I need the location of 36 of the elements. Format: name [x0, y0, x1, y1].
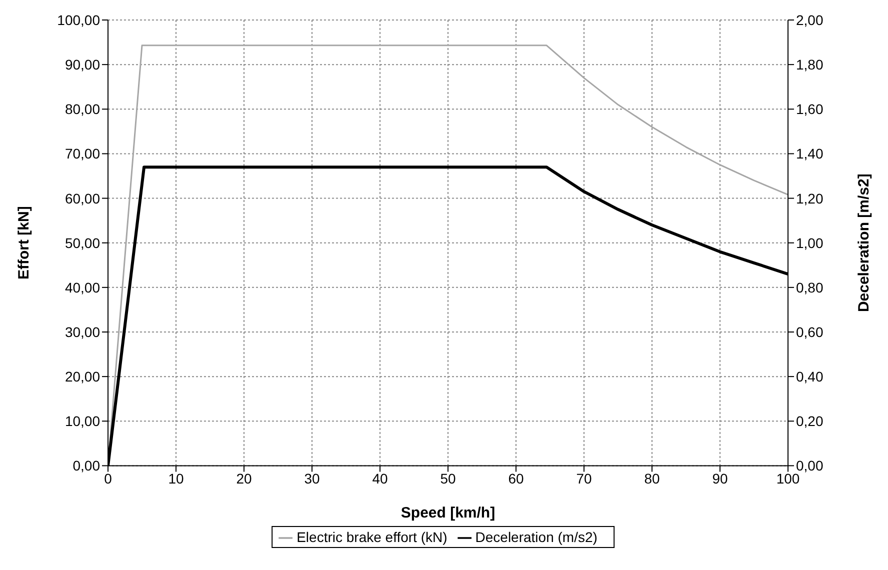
- x-tick-label: 10: [168, 470, 184, 487]
- x-tick-label: 90: [712, 470, 728, 487]
- y-tick-label: 40,00: [64, 279, 100, 296]
- y2-tick-label: 0,60: [796, 324, 824, 340]
- y2-tick-label: 1,80: [796, 56, 824, 73]
- x-tick-label: 70: [576, 470, 592, 487]
- x-tick-label: 30: [304, 470, 320, 487]
- y-tick-label: 20,00: [64, 368, 100, 385]
- y2-tick-label: 1,00: [796, 234, 824, 251]
- y-tick-label: 50,00: [64, 234, 100, 251]
- y-axis-title: Effort [kN]: [15, 206, 32, 280]
- y-tick-label: 10,00: [64, 413, 100, 430]
- y2-tick-label: 0,80: [796, 279, 824, 296]
- y2-tick-label: 0,20: [796, 413, 824, 430]
- y2-tick-label: 1,40: [796, 146, 824, 162]
- y-tick-label: 60,00: [64, 190, 100, 206]
- x-tick-label: 80: [644, 470, 660, 487]
- y2-tick-label: 1,20: [796, 190, 824, 206]
- y-tick-label: 70,00: [64, 146, 100, 162]
- x-tick-label: 40: [372, 470, 388, 487]
- y-tick-label: 80,00: [64, 101, 100, 118]
- x-tick-label: 50: [440, 470, 456, 487]
- y-tick-label: 0,00: [72, 458, 100, 474]
- x-tick-label: 20: [236, 470, 252, 487]
- y-tick-label: 100,00: [57, 12, 100, 28]
- y2-tick-label: 0,40: [796, 368, 824, 385]
- y-tick-label: 30,00: [64, 324, 100, 340]
- x-tick-label: 0: [104, 470, 112, 487]
- legend-label: Electric brake effort (kN): [296, 528, 448, 545]
- y2-tick-label: 1,60: [796, 101, 824, 118]
- y2-axis-title: Deceleration [m/s2]: [855, 174, 872, 312]
- x-tick-label: 60: [508, 470, 524, 487]
- x-axis-title: Speed [km/h]: [400, 504, 496, 522]
- y-tick-label: 90,00: [64, 56, 100, 73]
- y2-tick-label: 2,00: [796, 12, 824, 28]
- legend-label: Deceleration (m/s2): [475, 528, 598, 545]
